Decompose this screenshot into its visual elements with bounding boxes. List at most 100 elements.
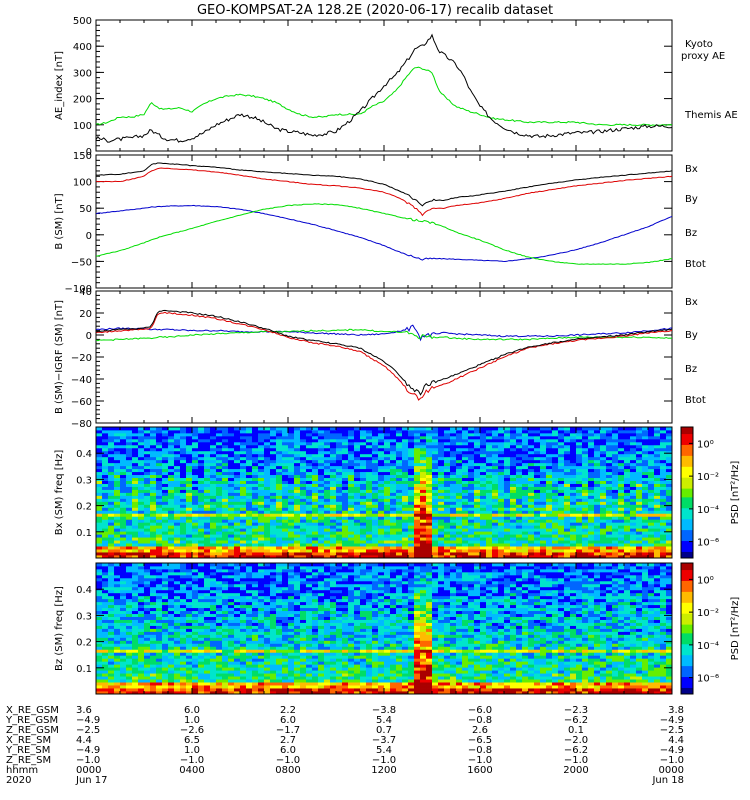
spectrogram-cell (318, 427, 325, 431)
spectrogram-cell (102, 661, 109, 665)
spectrogram-cell (396, 522, 403, 526)
spectrogram-cell (402, 435, 409, 440)
spectrogram-cell (162, 531, 169, 535)
spectrogram-cell (114, 468, 121, 473)
spectrogram-cell (192, 522, 199, 526)
spectrogram-cell (102, 595, 109, 600)
spectrogram-cell (420, 456, 427, 461)
spectrogram-cell (342, 555, 349, 559)
spectrogram-cell (426, 522, 433, 526)
spectrogram-cell (120, 571, 127, 576)
spectrogram-cell (534, 498, 541, 502)
spectrogram-cell (480, 555, 487, 559)
spectrogram-cell (306, 456, 313, 461)
spectrogram-cell (498, 531, 505, 535)
spectrogram-cell (132, 549, 139, 553)
spectrogram-cell (132, 649, 139, 653)
spectrogram-cell (132, 658, 139, 662)
spectrogram-cell (222, 474, 229, 479)
spectrogram-cell (114, 676, 121, 680)
spectrogram-cell (216, 459, 223, 464)
spectrogram-cell (138, 537, 145, 541)
spectrogram-cell (342, 519, 349, 523)
spectrogram-cell (426, 453, 433, 458)
spectrogram-cell (450, 438, 457, 443)
spectrogram-cell (264, 522, 271, 526)
spectrogram-cell (606, 486, 613, 490)
spectrogram-cell (252, 507, 259, 511)
spectrogram-cell (264, 447, 271, 452)
spectrogram-cell (330, 528, 337, 532)
spectrogram-cell (204, 471, 211, 476)
spectrogram-cell (552, 516, 559, 520)
spectrogram-cell (450, 507, 457, 511)
spectrogram-cell (624, 438, 631, 443)
spectrogram-cell (564, 438, 571, 443)
spectrogram-cell (306, 498, 313, 502)
spectrogram-cell (486, 465, 493, 470)
spectrogram-cell (120, 583, 127, 588)
spectrogram-cell (102, 610, 109, 615)
spectrogram-cell (504, 534, 511, 538)
spectrogram-cell (186, 549, 193, 553)
spectrogram-cell (378, 483, 385, 487)
spectrogram-cell (612, 427, 619, 431)
spectrogram-cell (318, 498, 325, 502)
series-line-themis-ae (95, 33, 673, 143)
spectrogram-cell (300, 459, 307, 464)
spectrogram-cell (588, 465, 595, 470)
spectrogram-cell (636, 483, 643, 487)
spectrogram-cell (504, 471, 511, 476)
spectrogram-cell (444, 474, 451, 479)
spectrogram-cell (666, 438, 673, 443)
spectrogram-cell (354, 552, 361, 556)
spectrogram-cell (324, 459, 331, 464)
spectrogram-cell (534, 429, 541, 434)
spectrogram-cell (240, 471, 247, 476)
spectrogram-cell (390, 429, 397, 434)
spectrogram-cell (120, 682, 127, 686)
spectrogram-cell (528, 459, 535, 464)
spectrogram-cell (462, 435, 469, 440)
spectrogram-cell (144, 468, 151, 473)
spectrogram-cell (102, 429, 109, 434)
spectrogram-cell (474, 450, 481, 455)
spectrogram-cell (204, 492, 211, 496)
spectrogram-cell (126, 540, 133, 544)
spectrogram-cell (390, 456, 397, 461)
spectrogram-cell (624, 462, 631, 467)
spectrogram-cell (618, 438, 625, 443)
spectrogram-cell (666, 555, 673, 559)
spectrogram-cell (132, 619, 139, 623)
spectrogram-cell (138, 525, 145, 529)
spectrogram-cell (156, 495, 163, 499)
colorbar-segment (681, 481, 693, 485)
spectrogram-cell (348, 432, 355, 437)
spectrogram-cell (636, 432, 643, 437)
spectrogram-cell (102, 549, 109, 553)
spectrogram-cell (96, 682, 103, 686)
spectrogram-cell (96, 447, 103, 452)
spectrogram-cell (180, 456, 187, 461)
spectrogram-cell (150, 429, 157, 434)
spectrogram-cell (606, 513, 613, 517)
spectrogram-cell (636, 552, 643, 556)
spectrogram-cell (576, 507, 583, 511)
spectrogram-cell (474, 531, 481, 535)
spectrogram-cell (510, 432, 517, 437)
spectrogram-cell (312, 486, 319, 490)
spectrogram-cell (330, 456, 337, 461)
spectrogram-cell (498, 522, 505, 526)
spectrogram-cell (420, 531, 427, 535)
spectrogram-cell (324, 519, 331, 523)
spectrogram-cell (654, 441, 661, 446)
spectrogram-cell (420, 549, 427, 553)
spectrogram-cell (264, 456, 271, 461)
spectrogram-cell (600, 537, 607, 541)
spectrogram-cell (654, 474, 661, 479)
spectrogram-cell (498, 495, 505, 499)
spectrogram-cell (630, 453, 637, 458)
spectrogram-cell (438, 492, 445, 496)
spectrogram-cell (276, 510, 283, 514)
spectrogram-cell (396, 432, 403, 437)
